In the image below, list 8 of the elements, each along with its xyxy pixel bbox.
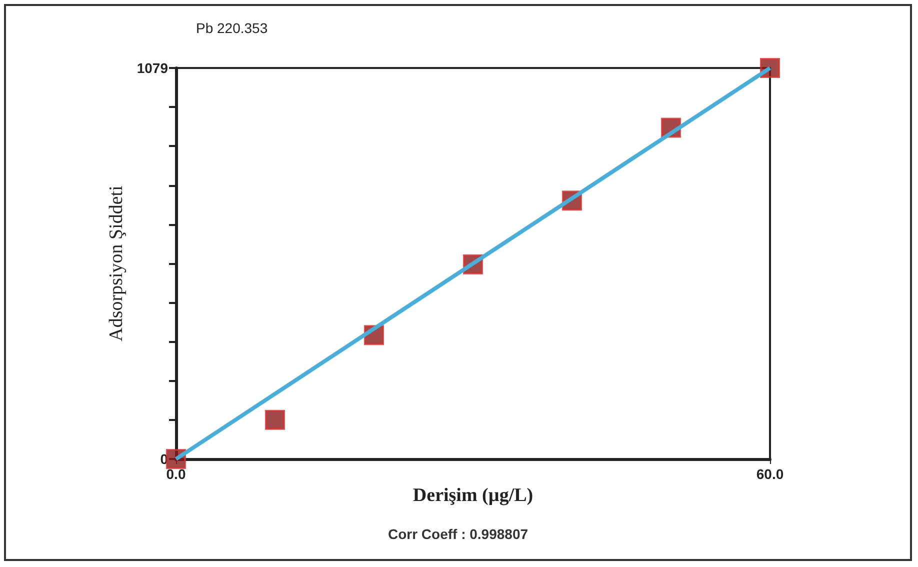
x-tick-label: 60.0	[756, 466, 784, 482]
y-tick-label: 1079	[136, 60, 168, 76]
point	[265, 410, 285, 430]
x-tick-label: 0.0	[166, 466, 186, 482]
text: Corr Coeff : 0.998807	[388, 526, 528, 542]
chart-title: Pb 220.353	[196, 20, 268, 36]
y-axis-title: Adsorpsiyon Şiddeti	[106, 186, 127, 342]
x-axis-title: Derişim (µg/L)	[412, 484, 534, 506]
